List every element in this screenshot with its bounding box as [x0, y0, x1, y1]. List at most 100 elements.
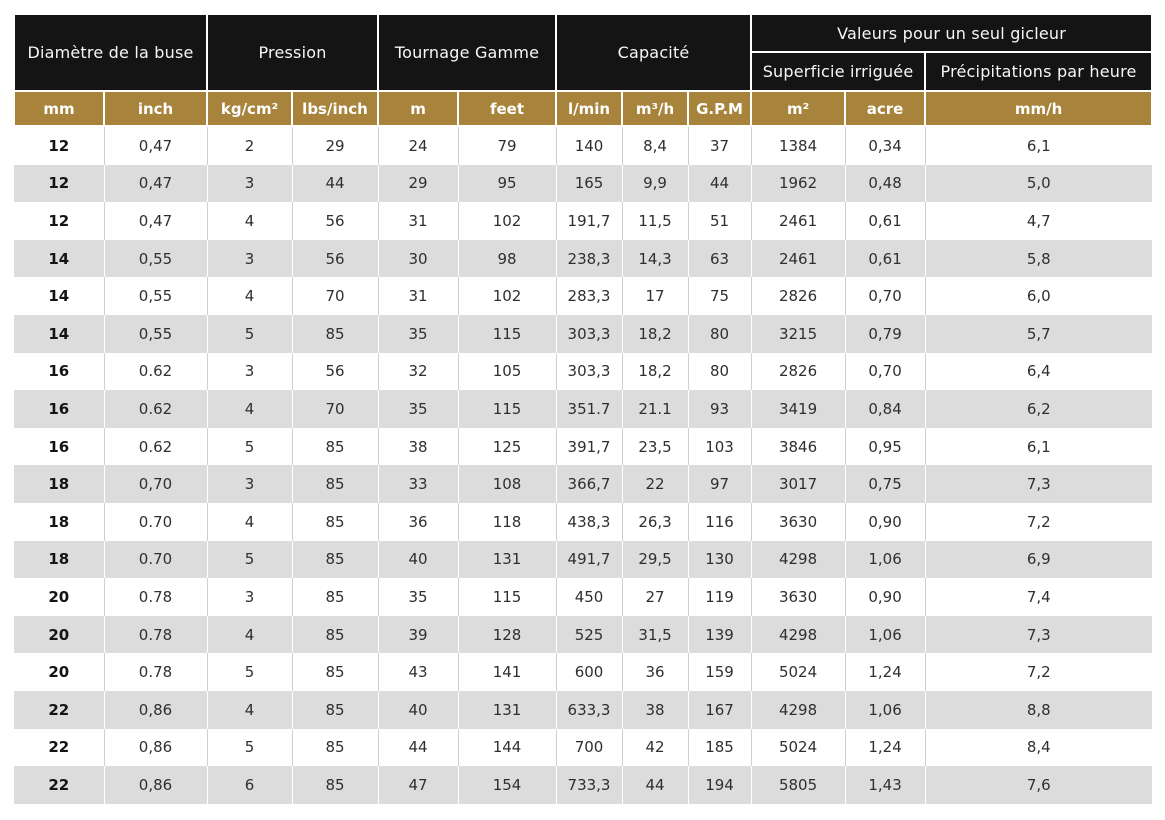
table-cell: 366,7 [555, 465, 623, 503]
table-cell: 0,55 [103, 239, 208, 278]
table-cell: 97 [687, 465, 752, 503]
table-cell: 6,1 [924, 126, 1153, 165]
table-cell: 167 [687, 690, 752, 729]
table-cell: 102 [457, 277, 557, 315]
table-cell: 31 [377, 277, 459, 315]
table-cell: 115 [457, 314, 557, 353]
table-cell: 22 [14, 728, 105, 767]
table-cell: 16 [14, 427, 105, 466]
table-cell: 0,95 [844, 427, 926, 466]
table-cell: 17 [621, 277, 689, 315]
table-cell: 3 [206, 239, 293, 278]
table-cell: 144 [457, 728, 557, 767]
table-cell: 5,8 [924, 239, 1153, 278]
table-cell: 38 [377, 427, 459, 466]
table-cell: 438,3 [555, 502, 623, 541]
table-cell: 2826 [750, 352, 846, 391]
table-cell: 85 [291, 615, 379, 654]
table-cell: 44 [291, 164, 379, 203]
table-cell: 0,79 [844, 314, 926, 353]
table-cell: 20 [14, 615, 105, 654]
table-cell: 3 [206, 578, 293, 616]
table-cell: 7,2 [924, 653, 1153, 691]
table-cell: 0,61 [844, 202, 926, 240]
table-row: 14 0,55 3 56 30 98 238,3 14,3 63 2461 0,61 5,8 [14, 239, 1153, 278]
table-cell: 3419 [750, 390, 846, 428]
table-cell: 36 [621, 653, 689, 691]
table-cell: 0.70 [103, 502, 208, 541]
table-cell: 5 [206, 653, 293, 691]
table-cell: 56 [291, 202, 379, 240]
table-cell: 7,4 [924, 578, 1153, 616]
table-row: 14 0,55 4 70 31 102 283,3 17 75 2826 0,70 6,0 [14, 277, 1153, 315]
table-row: 18 0,70 3 85 33 108 366,7 22 97 3017 0,75 7,3 [14, 465, 1153, 503]
sub-header-row: Superficie irriguée Précipitations par h… [14, 51, 1154, 92]
table-cell: 39 [377, 615, 459, 654]
table-cell: 5805 [750, 766, 846, 804]
table-cell: 700 [555, 728, 623, 767]
table-cell: 131 [457, 690, 557, 729]
table-cell: 165 [555, 164, 623, 203]
table-row: 22 0,86 4 85 40 131 633,3 38 167 4298 1,06 8,8 [14, 690, 1153, 729]
table-cell: 0,34 [844, 126, 926, 165]
table-cell: 35 [377, 390, 459, 428]
table-cell: 491,7 [555, 540, 623, 579]
group-header-pression: Pression [206, 13, 380, 92]
unit-header-gpm: G.P.M [687, 90, 753, 127]
table-cell: 80 [687, 314, 752, 353]
table-cell: 3 [206, 164, 293, 203]
table-cell: 56 [291, 352, 379, 391]
table-header: Diamètre de la buse Pression Tournage Ga… [12, 13, 1154, 127]
table-cell: 141 [457, 653, 557, 691]
table-cell: 0,90 [844, 502, 926, 541]
table-cell: 4 [206, 690, 293, 729]
table-cell: 4 [206, 390, 293, 428]
table-cell: 14 [14, 277, 105, 315]
table-cell: 0,70 [844, 277, 926, 315]
table-cell: 5 [206, 314, 293, 353]
table-cell: 85 [291, 766, 379, 804]
table-cell: 1,24 [844, 653, 926, 691]
table-cell: 44 [621, 766, 689, 804]
table-cell: 47 [377, 766, 459, 804]
table-cell: 36 [377, 502, 459, 541]
table-cell: 4298 [750, 615, 846, 654]
table-cell: 85 [291, 690, 379, 729]
table-cell: 0.70 [103, 540, 208, 579]
table-cell: 14 [14, 314, 105, 353]
table-cell: 44 [687, 164, 752, 203]
table-cell: 18 [14, 465, 105, 503]
table-cell: 102 [457, 202, 557, 240]
table-cell: 4 [206, 502, 293, 541]
table-row: 12 0,47 3 44 29 95 165 9,9 44 1962 0,48 5,0 [14, 164, 1153, 203]
table-cell: 30 [377, 239, 459, 278]
table-cell: 2 [206, 126, 293, 165]
group-header-diametre: Diamètre de la buse [12, 13, 209, 92]
table-cell: 130 [687, 540, 752, 579]
table-cell: 7,3 [924, 465, 1153, 503]
table-cell: 80 [687, 352, 752, 391]
unit-header-kg-cm2: kg/cm² [206, 90, 294, 127]
table-cell: 12 [14, 202, 105, 240]
group-header-valeurs-gicleur: Valeurs pour un seul gicleur [750, 13, 1154, 53]
table-cell: 7,6 [924, 766, 1153, 804]
table-cell: 32 [377, 352, 459, 391]
table-row: 22 0,86 5 85 44 144 700 42 185 5024 1,24 8,4 [14, 728, 1153, 767]
sprinkler-spec-table: Diamètre de la buse Pression Tournage Ga… [12, 13, 1154, 804]
unit-header-m: m [377, 90, 460, 127]
table-cell: 5 [206, 540, 293, 579]
table-cell: 185 [687, 728, 752, 767]
table-cell: 5,0 [924, 164, 1153, 203]
table-cell: 22 [621, 465, 689, 503]
table-cell: 33 [377, 465, 459, 503]
table-cell: 1,06 [844, 540, 926, 579]
table-cell: 0,55 [103, 314, 208, 353]
table-cell: 14 [14, 239, 105, 278]
table-cell: 21.1 [621, 390, 689, 428]
sub-header-superficie-irriguee: Superficie irriguée [750, 51, 927, 92]
group-header-tournage-gamme: Tournage Gamme [377, 13, 558, 92]
table-cell: 85 [291, 502, 379, 541]
table-cell: 2826 [750, 277, 846, 315]
table-cell: 5 [206, 728, 293, 767]
